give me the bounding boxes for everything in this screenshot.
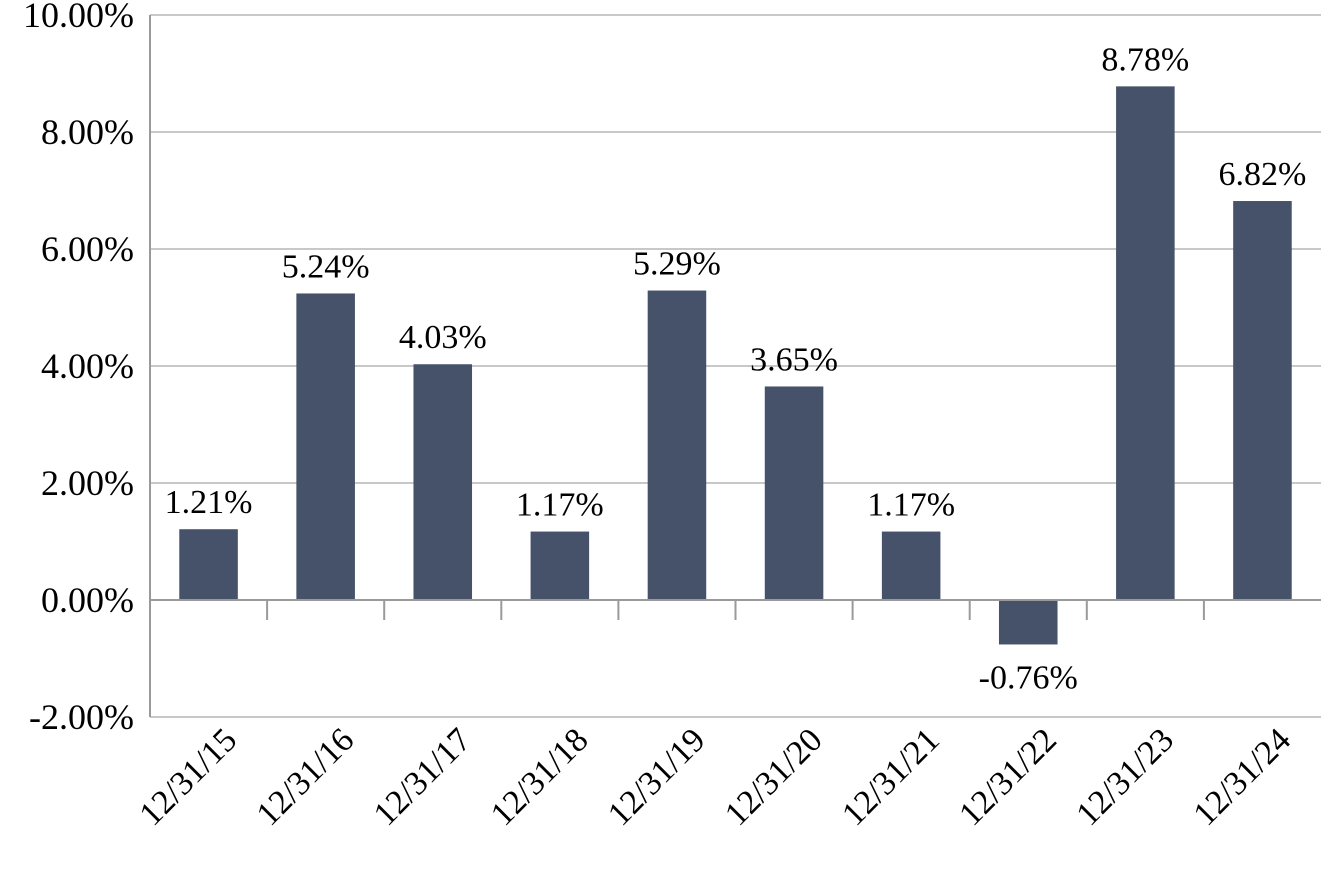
x-tick-label: 12/31/21 [835,721,947,833]
bar [998,600,1058,645]
y-tick-label: 4.00% [41,346,134,386]
bars [179,86,1292,645]
data-labels: 1.21% 5.24% 4.03% 1.17% 5.29% 3.65% 1.17% -0.76… [165,41,1307,696]
x-tick-label: 12/31/22 [952,721,1064,833]
y-tick-label: -2.00% [29,697,134,737]
x-tick-label: 12/31/17 [367,721,479,833]
y-tick-label: 6.00% [41,229,134,269]
y-tick-label: 8.00% [41,112,134,152]
x-tick-label: 12/31/19 [601,721,713,833]
y-tick-label: 2.00% [41,463,134,503]
data-label: -0.76% [979,659,1078,696]
bar [881,531,941,600]
data-label: 5.24% [282,248,370,285]
y-tick-label: 0.00% [41,580,134,620]
bar [413,364,473,600]
x-tick-label: 12/31/18 [484,721,596,833]
bar [1233,201,1292,600]
x-tick-label: 12/31/20 [718,721,830,833]
y-tick-label: 10.00% [23,0,134,35]
category-labels: 12/31/15 12/31/16 12/31/17 12/31/18 12/31/19… [133,721,1299,833]
bar [179,529,238,600]
bar [764,386,824,600]
data-label: 8.78% [1101,41,1189,78]
x-axis [150,599,1321,620]
y-axis: -2.00% 0.00% 2.00% 4.00% 6.00% 8.00% 10.00% [23,0,151,737]
bar [530,531,590,600]
x-tick-label: 12/31/15 [133,721,245,833]
x-tick-label: 12/31/23 [1069,721,1181,833]
data-label: 5.29% [633,246,721,283]
data-label: 3.65% [750,341,838,378]
data-label: 1.17% [867,487,955,524]
data-label: 1.17% [516,487,604,524]
data-label: 1.21% [165,484,253,521]
bar [647,290,707,600]
bar [1116,86,1175,601]
x-tick-label: 12/31/24 [1186,721,1298,833]
x-tick-label: 12/31/16 [250,721,362,833]
data-label: 4.03% [399,319,487,356]
data-label: 6.82% [1219,156,1307,193]
bar [296,293,355,600]
